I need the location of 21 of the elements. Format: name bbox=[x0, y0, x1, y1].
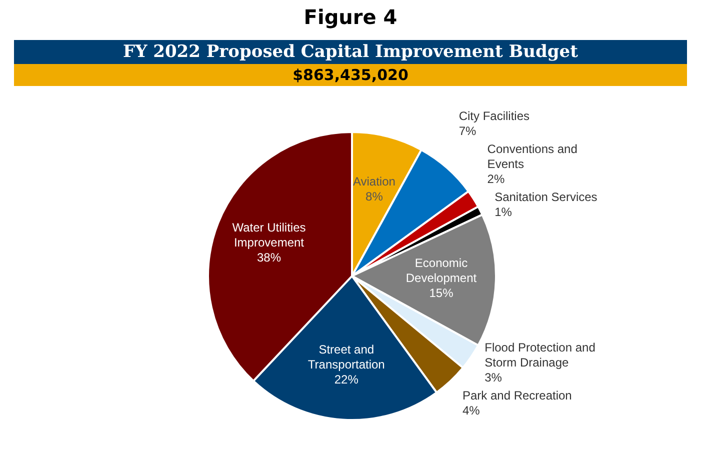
slice-label: Park and Recreation bbox=[462, 388, 572, 403]
slice-label: Sanitation Services bbox=[494, 190, 598, 204]
data-label: 38% bbox=[256, 250, 282, 264]
data-label: 7% bbox=[458, 124, 477, 138]
slice-label: Water Utilities Improvement bbox=[232, 220, 306, 250]
text: $863,435,020 bbox=[14, 64, 687, 86]
chart-subtitle: FY 2022 Proposed Capital Improvement Budget bbox=[14, 40, 687, 64]
data-label: 8% bbox=[366, 189, 384, 204]
data-label: 22% bbox=[334, 372, 359, 386]
data-label: 3% bbox=[484, 370, 502, 385]
data-label: 4% bbox=[462, 404, 480, 418]
data-label: 1% bbox=[494, 205, 512, 220]
slice-label: Aviation bbox=[352, 174, 396, 188]
data-label: 2% bbox=[487, 172, 505, 186]
slice-label: Flood Protection and Storm Drainage bbox=[484, 340, 596, 370]
slice-label: Street and Transportation bbox=[308, 342, 385, 372]
chart-title: Figure 4 bbox=[302, 4, 398, 31]
slice-label: Economic Development bbox=[406, 256, 478, 286]
data-label: 15% bbox=[429, 286, 454, 300]
slice-label: Conventions and Events bbox=[487, 142, 578, 172]
slice-label: City Facilities bbox=[458, 109, 530, 124]
